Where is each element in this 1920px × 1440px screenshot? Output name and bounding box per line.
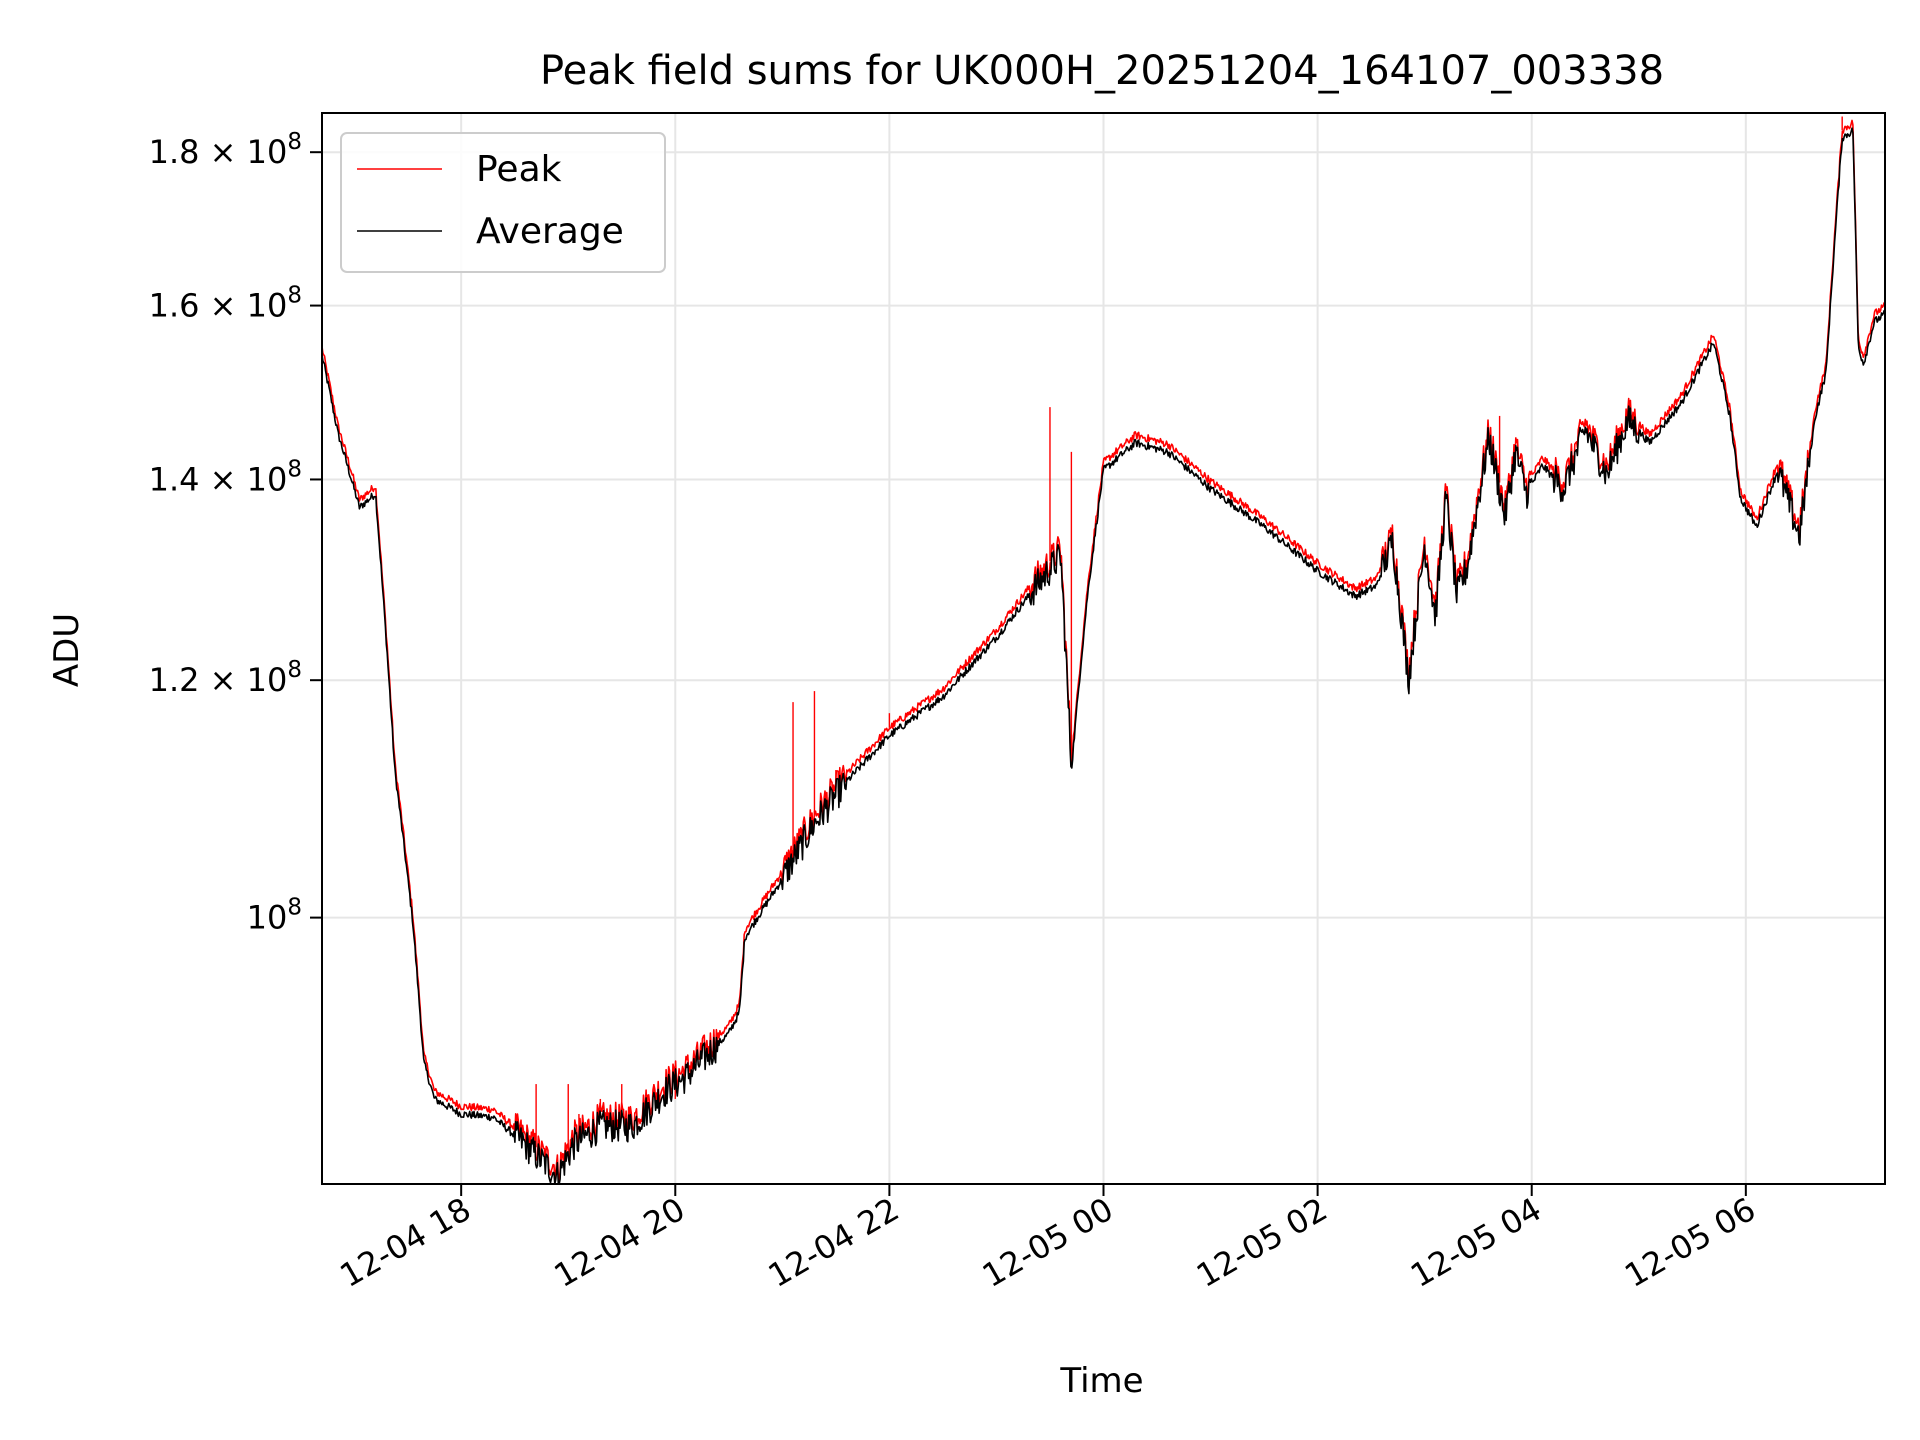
y-tick-label: 1.4 × 108	[149, 456, 302, 498]
legend-average-label: Average	[476, 211, 624, 252]
legend-box	[340, 132, 666, 273]
y-tick-label: 1.8 × 108	[149, 129, 302, 171]
y-axis-label: ADU	[47, 613, 87, 687]
x-axis-label: Time	[1059, 1361, 1143, 1401]
plot-area: 12-04 18 12-04 20 12-04 22 12-05 00 12-05 02…	[149, 112, 1886, 1295]
chart-title: Peak field sums for UK000H_20251204_1641…	[540, 48, 1664, 94]
legend-peak-label: Peak	[476, 149, 562, 190]
legend: Peak Average	[340, 132, 666, 273]
y-tick-label: 1.6 × 108	[149, 283, 302, 325]
y-tick-label: 1.2 × 108	[149, 657, 302, 699]
y-tick-label: 108	[247, 895, 302, 937]
series-line-peak	[321, 119, 1886, 1181]
series-line-average	[321, 127, 1886, 1185]
series-layer	[321, 116, 1886, 1185]
grid-layer	[322, 113, 1885, 1184]
